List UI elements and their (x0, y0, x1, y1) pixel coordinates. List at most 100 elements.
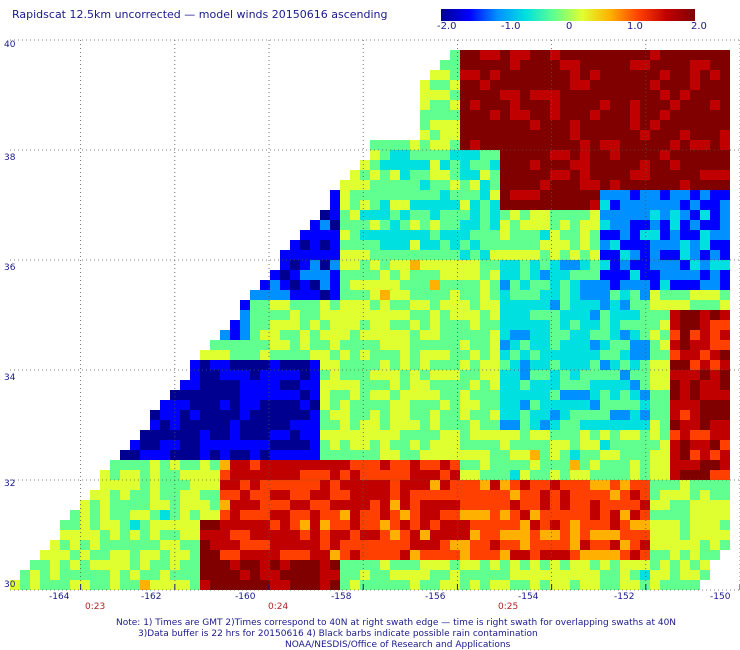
wind-cell (550, 80, 560, 90)
wind-cell (690, 440, 700, 450)
wind-cell (580, 530, 590, 540)
wind-cell (710, 150, 720, 160)
wind-cell (380, 240, 390, 250)
wind-cell (400, 300, 410, 310)
wind-cell (280, 300, 290, 310)
wind-cell (620, 200, 630, 210)
wind-cell (680, 420, 690, 430)
wind-cell (410, 520, 420, 530)
wind-cell (550, 560, 560, 570)
wind-cell (90, 530, 100, 540)
wind-cell (260, 550, 270, 560)
wind-cell (120, 560, 130, 570)
wind-cell (140, 460, 150, 470)
wind-cell (530, 510, 540, 520)
wind-cell (280, 560, 290, 570)
wind-cell (720, 390, 730, 400)
wind-cell (300, 340, 310, 350)
wind-cell (630, 560, 640, 570)
wind-cell (550, 230, 560, 240)
wind-cell (510, 530, 520, 540)
wind-cell (670, 390, 680, 400)
wind-cell (460, 540, 470, 550)
wind-cell (600, 250, 610, 260)
wind-cell (580, 330, 590, 340)
wind-cell (350, 170, 360, 180)
wind-cell (320, 460, 330, 470)
wind-cell (450, 390, 460, 400)
wind-cell (610, 400, 620, 410)
wind-cell (480, 210, 490, 220)
wind-cell (240, 520, 250, 530)
wind-cell (570, 120, 580, 130)
wind-cell (270, 430, 280, 440)
wind-cell (690, 520, 700, 530)
wind-cell (400, 450, 410, 460)
wind-cell (310, 560, 320, 570)
wind-cell (500, 110, 510, 120)
wind-cell (630, 160, 640, 170)
wind-cell (590, 520, 600, 530)
wind-cell (630, 200, 640, 210)
wind-cell (670, 190, 680, 200)
wind-cell (200, 400, 210, 410)
wind-cell (640, 430, 650, 440)
wind-cell (640, 360, 650, 370)
wind-cell (650, 150, 660, 160)
wind-cell (720, 170, 730, 180)
wind-cell (580, 490, 590, 500)
wind-cell (460, 510, 470, 520)
wind-cell (510, 120, 520, 130)
wind-cell (310, 360, 320, 370)
wind-cell (350, 540, 360, 550)
wind-cell (420, 120, 430, 130)
wind-cell (670, 530, 680, 540)
wind-cell (170, 490, 180, 500)
wind-cell (260, 280, 270, 290)
wind-cell (580, 310, 590, 320)
wind-cell (80, 540, 90, 550)
wind-cell (530, 580, 540, 590)
wind-cell (610, 160, 620, 170)
wind-cell (110, 530, 120, 540)
wind-cell (400, 210, 410, 220)
wind-cell (610, 70, 620, 80)
wind-cell (570, 270, 580, 280)
wind-cell (400, 570, 410, 580)
wind-cell (150, 460, 160, 470)
wind-cell (210, 360, 220, 370)
wind-cell (430, 70, 440, 80)
wind-cell (420, 470, 430, 480)
wind-cell (350, 510, 360, 520)
wind-cell (520, 480, 530, 490)
wind-cell (450, 180, 460, 190)
wind-cell (520, 550, 530, 560)
wind-cell (590, 440, 600, 450)
wind-cell (290, 570, 300, 580)
wind-cell (570, 250, 580, 260)
wind-cell (470, 250, 480, 260)
wind-cell (540, 100, 550, 110)
wind-cell (400, 440, 410, 450)
wind-cell (420, 490, 430, 500)
wind-cell (520, 430, 530, 440)
wind-cell (630, 410, 640, 420)
wind-cell (560, 60, 570, 70)
wind-cell (430, 400, 440, 410)
wind-cell (370, 280, 380, 290)
wind-cell (510, 460, 520, 470)
wind-cell (460, 70, 470, 80)
wind-cell (460, 550, 470, 560)
wind-cell (700, 460, 710, 470)
wind-cell (200, 550, 210, 560)
wind-cell (650, 180, 660, 190)
wind-cell (510, 330, 520, 340)
wind-cell (250, 470, 260, 480)
wind-cell (620, 560, 630, 570)
wind-cell (350, 230, 360, 240)
wind-cell (650, 90, 660, 100)
wind-cell (350, 220, 360, 230)
wind-cell (710, 420, 720, 430)
wind-cell (350, 480, 360, 490)
wind-cell (720, 70, 730, 80)
